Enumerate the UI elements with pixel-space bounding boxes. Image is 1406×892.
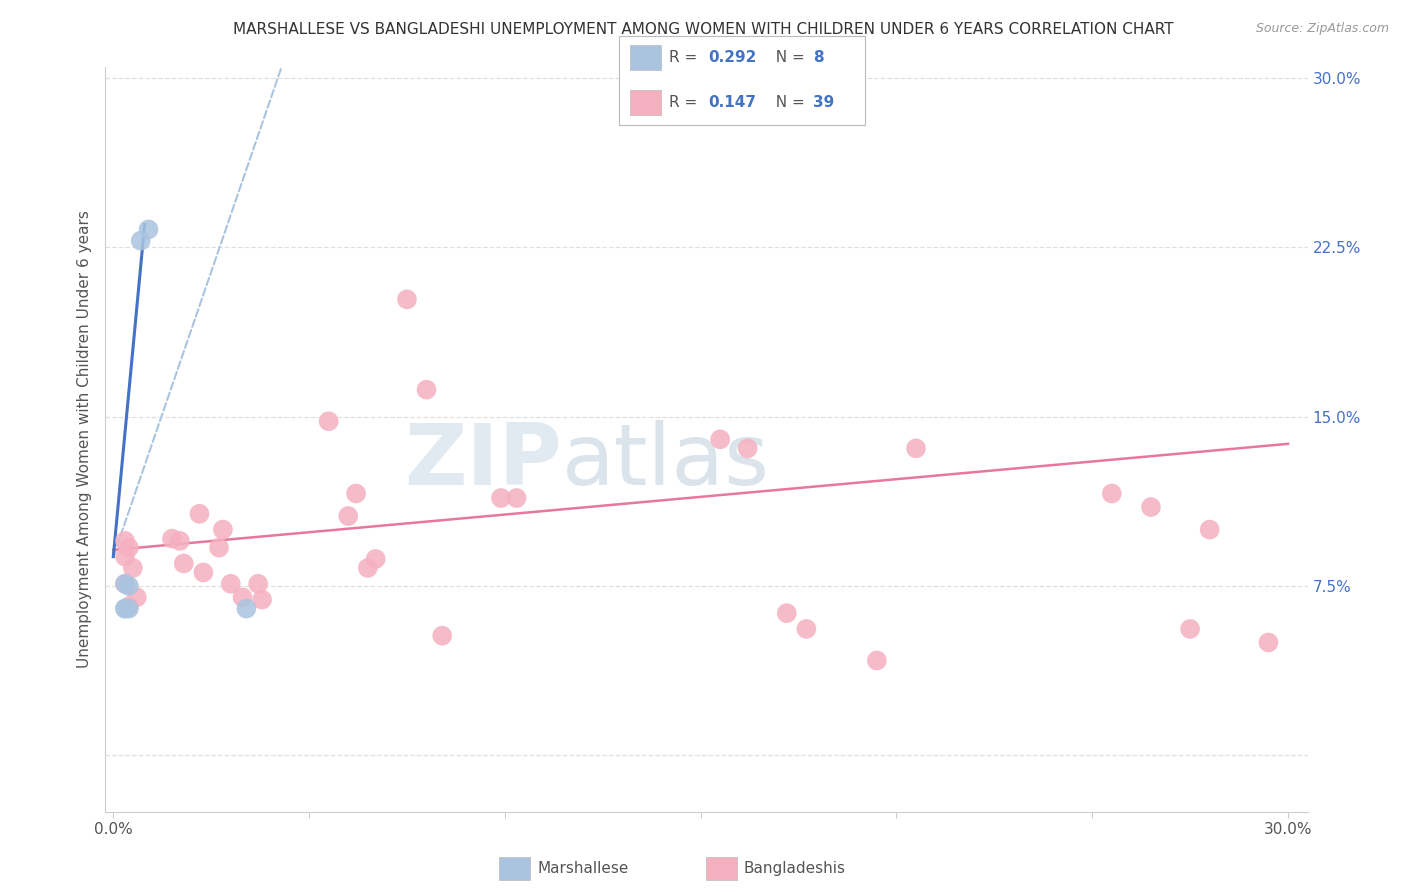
Point bbox=[121, 561, 143, 575]
Point bbox=[432, 629, 454, 643]
Point bbox=[160, 532, 183, 546]
Point bbox=[118, 579, 141, 593]
Point bbox=[208, 541, 231, 555]
Text: 8: 8 bbox=[813, 51, 824, 65]
Text: 39: 39 bbox=[813, 95, 834, 110]
Point bbox=[250, 592, 273, 607]
Point bbox=[114, 549, 136, 564]
Point bbox=[1178, 622, 1201, 636]
Point bbox=[796, 622, 818, 636]
Point bbox=[344, 486, 367, 500]
Point bbox=[357, 561, 380, 575]
Point bbox=[118, 601, 141, 615]
Point bbox=[1198, 523, 1220, 537]
Text: Marshallese: Marshallese bbox=[537, 862, 628, 876]
Point bbox=[114, 601, 136, 615]
Point bbox=[337, 509, 360, 524]
Point bbox=[505, 491, 527, 505]
Point bbox=[188, 507, 211, 521]
Text: Bangladeshis: Bangladeshis bbox=[744, 862, 846, 876]
Text: R =: R = bbox=[669, 51, 703, 65]
Point bbox=[776, 606, 799, 620]
Point bbox=[415, 383, 437, 397]
Point bbox=[114, 576, 136, 591]
Point bbox=[1140, 500, 1163, 514]
Point bbox=[235, 601, 257, 615]
Text: N =: N = bbox=[766, 51, 810, 65]
Text: 0.292: 0.292 bbox=[709, 51, 756, 65]
Point bbox=[118, 541, 141, 555]
Point bbox=[125, 591, 148, 605]
Text: N =: N = bbox=[766, 95, 810, 110]
Point bbox=[318, 414, 340, 428]
Point bbox=[193, 566, 215, 580]
Point bbox=[231, 591, 253, 605]
Point bbox=[866, 653, 889, 667]
Point bbox=[219, 576, 242, 591]
Point bbox=[737, 442, 759, 456]
Point bbox=[212, 523, 235, 537]
Point bbox=[114, 576, 136, 591]
Y-axis label: Unemployment Among Women with Children Under 6 years: Unemployment Among Women with Children U… bbox=[77, 211, 93, 668]
Text: 0.147: 0.147 bbox=[709, 95, 756, 110]
Point bbox=[1257, 635, 1279, 649]
Point bbox=[129, 234, 152, 248]
Text: MARSHALLESE VS BANGLADESHI UNEMPLOYMENT AMONG WOMEN WITH CHILDREN UNDER 6 YEARS : MARSHALLESE VS BANGLADESHI UNEMPLOYMENT … bbox=[232, 22, 1174, 37]
Point bbox=[173, 557, 195, 571]
Point bbox=[114, 533, 136, 548]
Text: atlas: atlas bbox=[562, 420, 770, 503]
Point bbox=[395, 293, 418, 307]
Point bbox=[489, 491, 512, 505]
Point bbox=[169, 533, 191, 548]
Point bbox=[904, 442, 927, 456]
Point bbox=[1101, 486, 1123, 500]
Text: Source: ZipAtlas.com: Source: ZipAtlas.com bbox=[1256, 22, 1389, 36]
Point bbox=[364, 552, 387, 566]
Text: R =: R = bbox=[669, 95, 703, 110]
Point bbox=[709, 433, 731, 447]
Point bbox=[118, 599, 141, 614]
Point bbox=[247, 576, 270, 591]
Point bbox=[138, 222, 160, 236]
Point bbox=[114, 601, 136, 615]
Text: ZIP: ZIP bbox=[405, 420, 562, 503]
